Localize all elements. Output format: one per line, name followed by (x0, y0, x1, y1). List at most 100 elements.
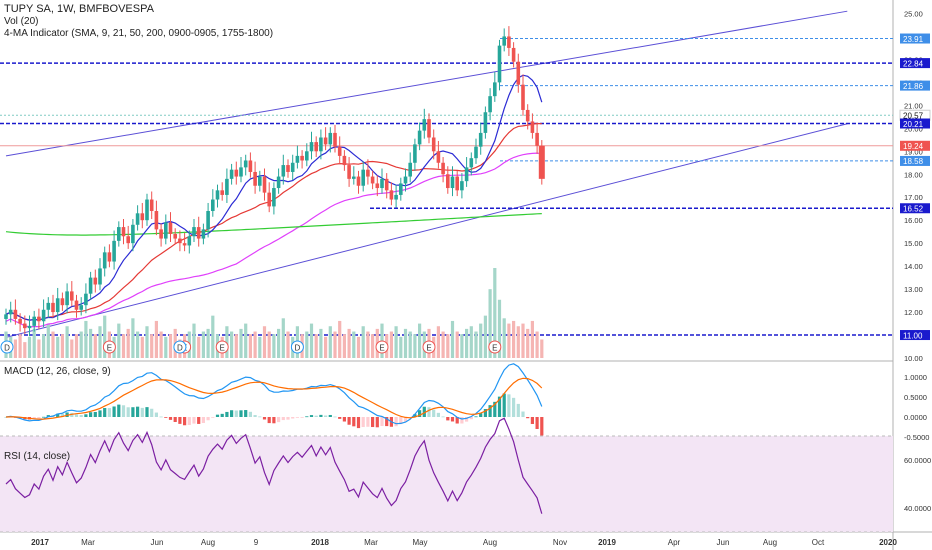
time-tick-label: 2020 (879, 538, 897, 547)
time-tick-label: Mar (81, 538, 95, 547)
macd-histogram-bar (244, 410, 248, 417)
event-marker-circle (290, 340, 304, 354)
price-tick-label: 14.00 (904, 262, 923, 271)
candle-body (229, 169, 234, 179)
volume-bar (277, 328, 281, 358)
macd-histogram-bar (201, 417, 205, 423)
candle-body (206, 211, 210, 230)
event-marker-circle (488, 340, 502, 354)
volume-bar (42, 334, 46, 358)
macd-histogram-bar (469, 417, 473, 420)
macd-histogram-bar (211, 417, 215, 418)
volume-bar (502, 318, 506, 358)
candle-body (399, 183, 403, 195)
candle-body (173, 233, 177, 239)
macd-histogram-bar (183, 417, 187, 426)
candle-body (145, 199, 149, 221)
candle-body (427, 119, 431, 138)
price-level-text: 18.58 (903, 157, 924, 166)
time-tick-label: May (412, 538, 427, 547)
volume-bar (305, 331, 309, 358)
volume-bar (483, 315, 487, 358)
candle-body (88, 277, 93, 294)
channel-line (5, 10, 848, 157)
volume-bar (262, 326, 267, 358)
volume-bar (512, 320, 516, 358)
volume-bar (408, 331, 412, 358)
macd-histogram-bar (56, 413, 60, 417)
volume-bar (98, 326, 102, 358)
macd-histogram-bar (371, 417, 375, 428)
candle-body (436, 151, 441, 163)
candle-body (530, 121, 535, 133)
volume-bar (37, 339, 41, 358)
event-marker-letter: E (492, 344, 497, 353)
macd-histogram-bar (526, 417, 530, 419)
volume-bar (140, 336, 144, 358)
ma200-line (5, 213, 542, 236)
volume-bar (103, 315, 107, 358)
axes: 25.0024.0023.0022.0021.0020.0019.0018.00… (31, 9, 931, 547)
time-tick-label: Aug (483, 538, 497, 547)
event-marker: D (0, 340, 14, 354)
volume-bar (136, 331, 140, 358)
volume-bar (371, 334, 375, 358)
price-level-label: 22.84 (900, 58, 930, 68)
volume-bar (150, 334, 154, 358)
volume-bar (352, 331, 356, 358)
macd-histogram-bar (103, 408, 107, 417)
volume-bar (27, 336, 32, 358)
volume-bar (540, 339, 544, 358)
candle-body (159, 229, 163, 239)
macd-histogram-bar (324, 415, 328, 417)
macd-histogram-bar (37, 417, 41, 419)
volume-bar (338, 320, 342, 358)
price-level-label: 11.00 (900, 330, 930, 340)
macd-histogram-bar (117, 404, 121, 417)
event-marker: E (215, 340, 229, 354)
macd-histogram-bar (512, 397, 516, 417)
volume-bar (56, 336, 60, 358)
candle-body (272, 188, 276, 207)
macd-histogram-bar (277, 417, 281, 423)
candle-body (375, 183, 380, 189)
time-tick-label: Nov (553, 538, 567, 547)
macd-histogram-bar (403, 417, 408, 422)
volume-bar (535, 331, 539, 358)
candle-body (488, 96, 492, 113)
candle-body (149, 199, 154, 212)
macd-histogram-bar (352, 417, 356, 427)
volume-bar (18, 334, 22, 358)
candle-body (112, 240, 116, 262)
price-tick-label: 15.00 (904, 239, 923, 248)
volume-bar (479, 323, 483, 358)
event-marker-letter: D (295, 344, 301, 353)
volume-bar (450, 320, 455, 358)
time-tick-label: Jun (151, 538, 164, 547)
rsi-tick-label: 60.0000 (904, 456, 931, 465)
macd-histogram-bar (399, 417, 403, 425)
macd-histogram-bar (366, 417, 370, 427)
price-tick-label: 21.00 (904, 101, 923, 110)
price-level-tag (900, 33, 930, 44)
macd-histogram-bar (465, 417, 469, 422)
macd-histogram-bar (427, 407, 431, 417)
macd-histogram-bar (460, 417, 464, 424)
macd-histogram-bar (375, 417, 379, 428)
candle-body (450, 176, 455, 189)
macd-histogram-bar (187, 417, 191, 425)
macd-histogram-bar (493, 401, 497, 417)
candle-body (370, 176, 375, 184)
candle-body (211, 199, 215, 212)
macd-histogram-bar (107, 408, 111, 417)
price-tick-label: 16.00 (904, 216, 923, 225)
candle-body (182, 243, 187, 246)
time-tick-label: 2018 (311, 538, 329, 547)
price-level-tag (900, 155, 930, 166)
macd-histogram-bar (540, 417, 544, 436)
macd-histogram-bar (89, 412, 93, 417)
candle-body (32, 316, 36, 326)
time-tick-label: 2019 (598, 538, 616, 547)
volume-bar (93, 334, 97, 358)
